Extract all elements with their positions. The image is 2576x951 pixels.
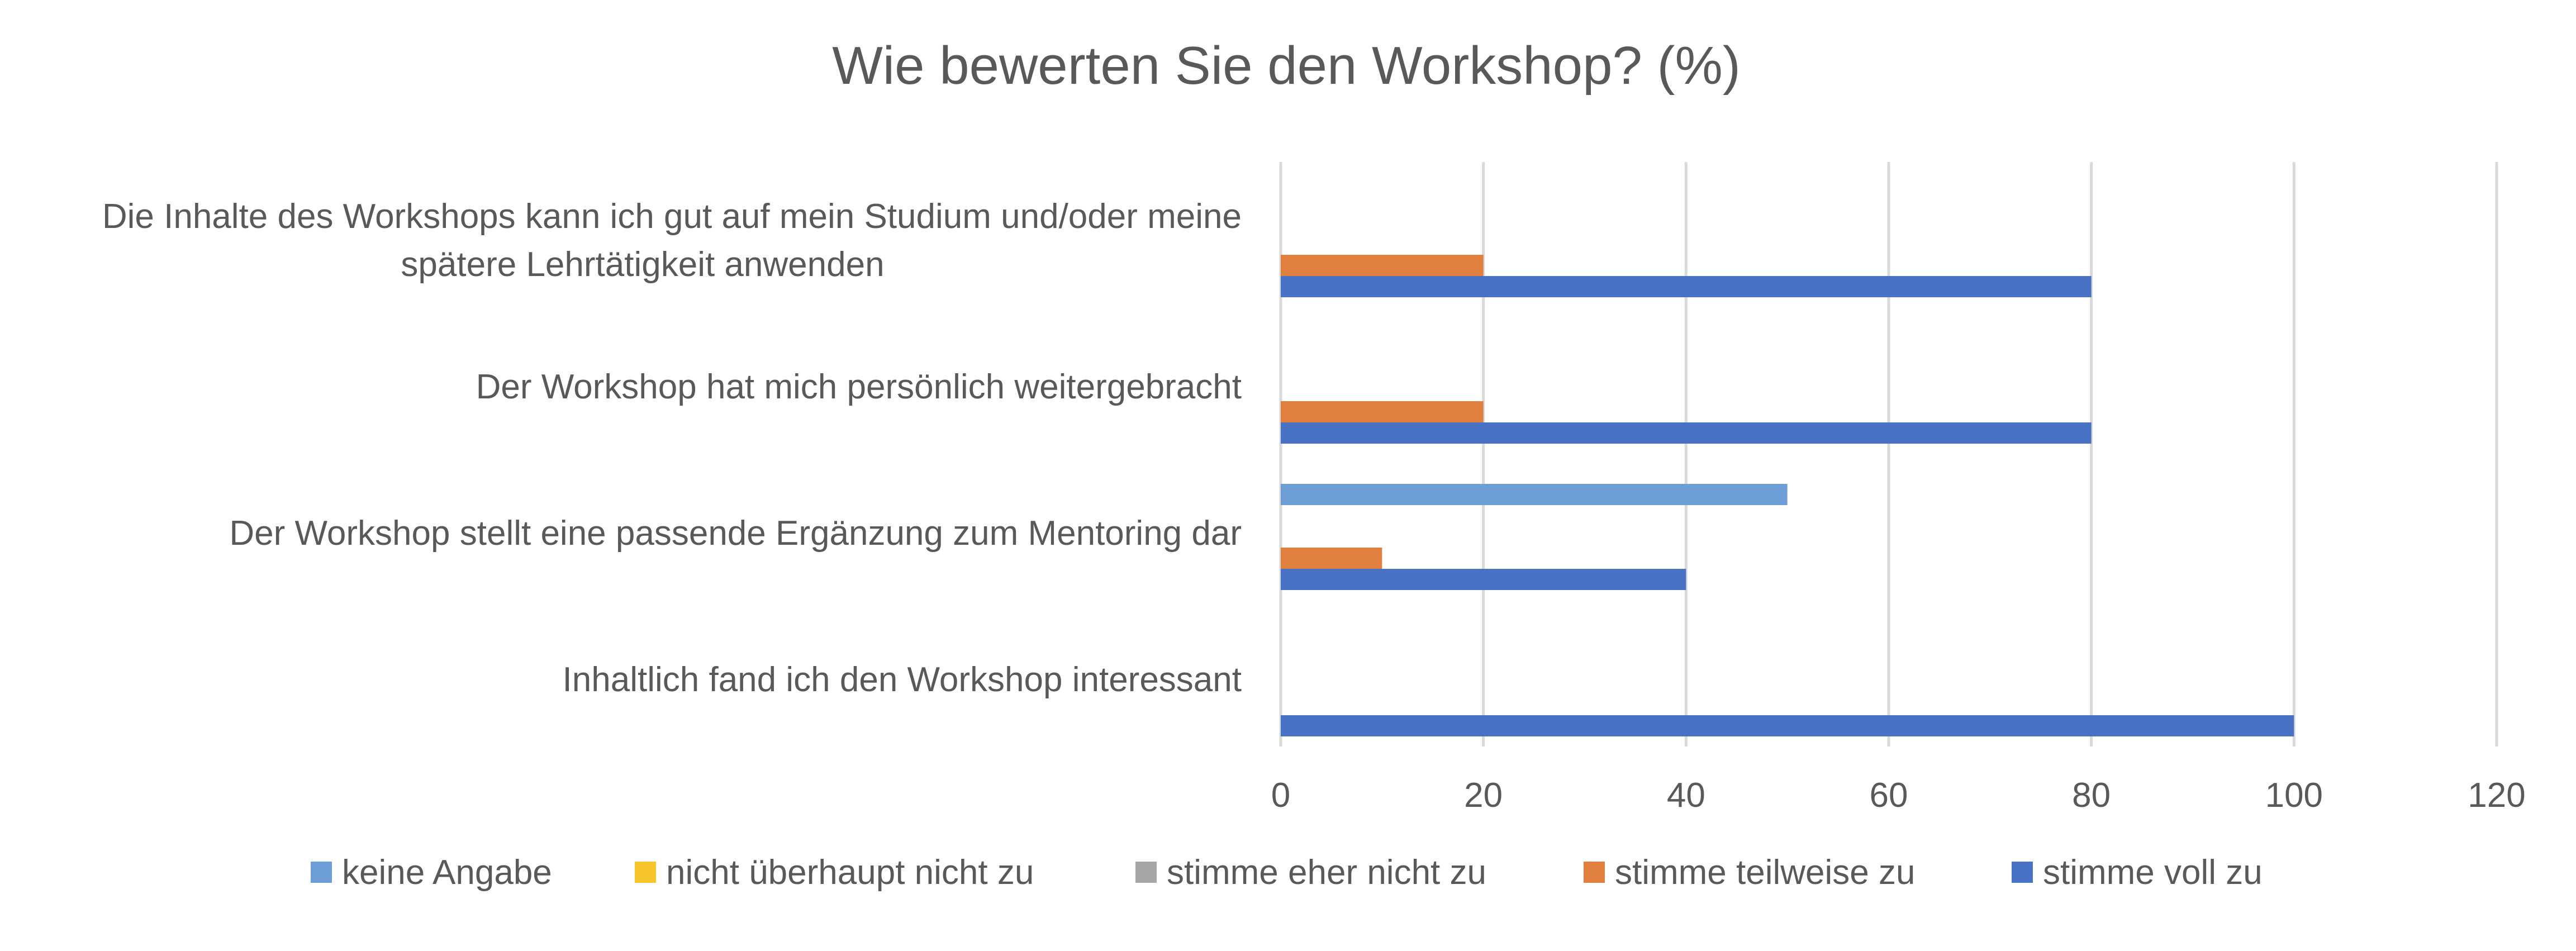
category-label: Die Inhalte des Workshops kann ich gut a… [102, 197, 1242, 236]
bar [1281, 715, 2294, 736]
legend-swatch [635, 862, 656, 883]
bar [1281, 401, 1484, 422]
legend-label: nicht überhaupt nicht zu [666, 853, 1034, 892]
x-tick-label: 80 [2072, 776, 2111, 815]
legend-swatch [1584, 862, 1605, 883]
bar [1281, 276, 2092, 297]
x-tick-label: 40 [1667, 776, 1705, 815]
x-tick-label: 100 [2265, 776, 2323, 815]
category-label: spätere Lehrtätigkeit anwenden [401, 245, 884, 284]
legend-swatch [311, 862, 332, 883]
x-tick-label: 60 [1870, 776, 1908, 815]
legend-label: stimme voll zu [2043, 853, 2263, 892]
x-tick-label: 0 [1271, 776, 1290, 815]
legend-swatch [1135, 862, 1157, 883]
legend-label: keine Angabe [342, 853, 552, 892]
legend-label: stimme eher nicht zu [1167, 853, 1486, 892]
category-label: Inhaltlich fand ich den Workshop interes… [563, 660, 1242, 699]
legend-label: stimme teilweise zu [1615, 853, 1915, 892]
bar [1281, 569, 1686, 590]
x-tick-label: 120 [2468, 776, 2525, 815]
bar [1281, 255, 1484, 276]
bar [1281, 422, 2092, 444]
category-label: Der Workshop stellt eine passende Ergänz… [229, 514, 1242, 553]
bar [1281, 484, 1788, 505]
x-tick-label: 20 [1464, 776, 1503, 815]
legend-swatch [2012, 862, 2033, 883]
chart-title: Wie bewerten Sie den Workshop? (%) [832, 36, 1741, 96]
category-label: Der Workshop hat mich persönlich weiterg… [476, 368, 1242, 406]
bar [1281, 548, 1382, 569]
